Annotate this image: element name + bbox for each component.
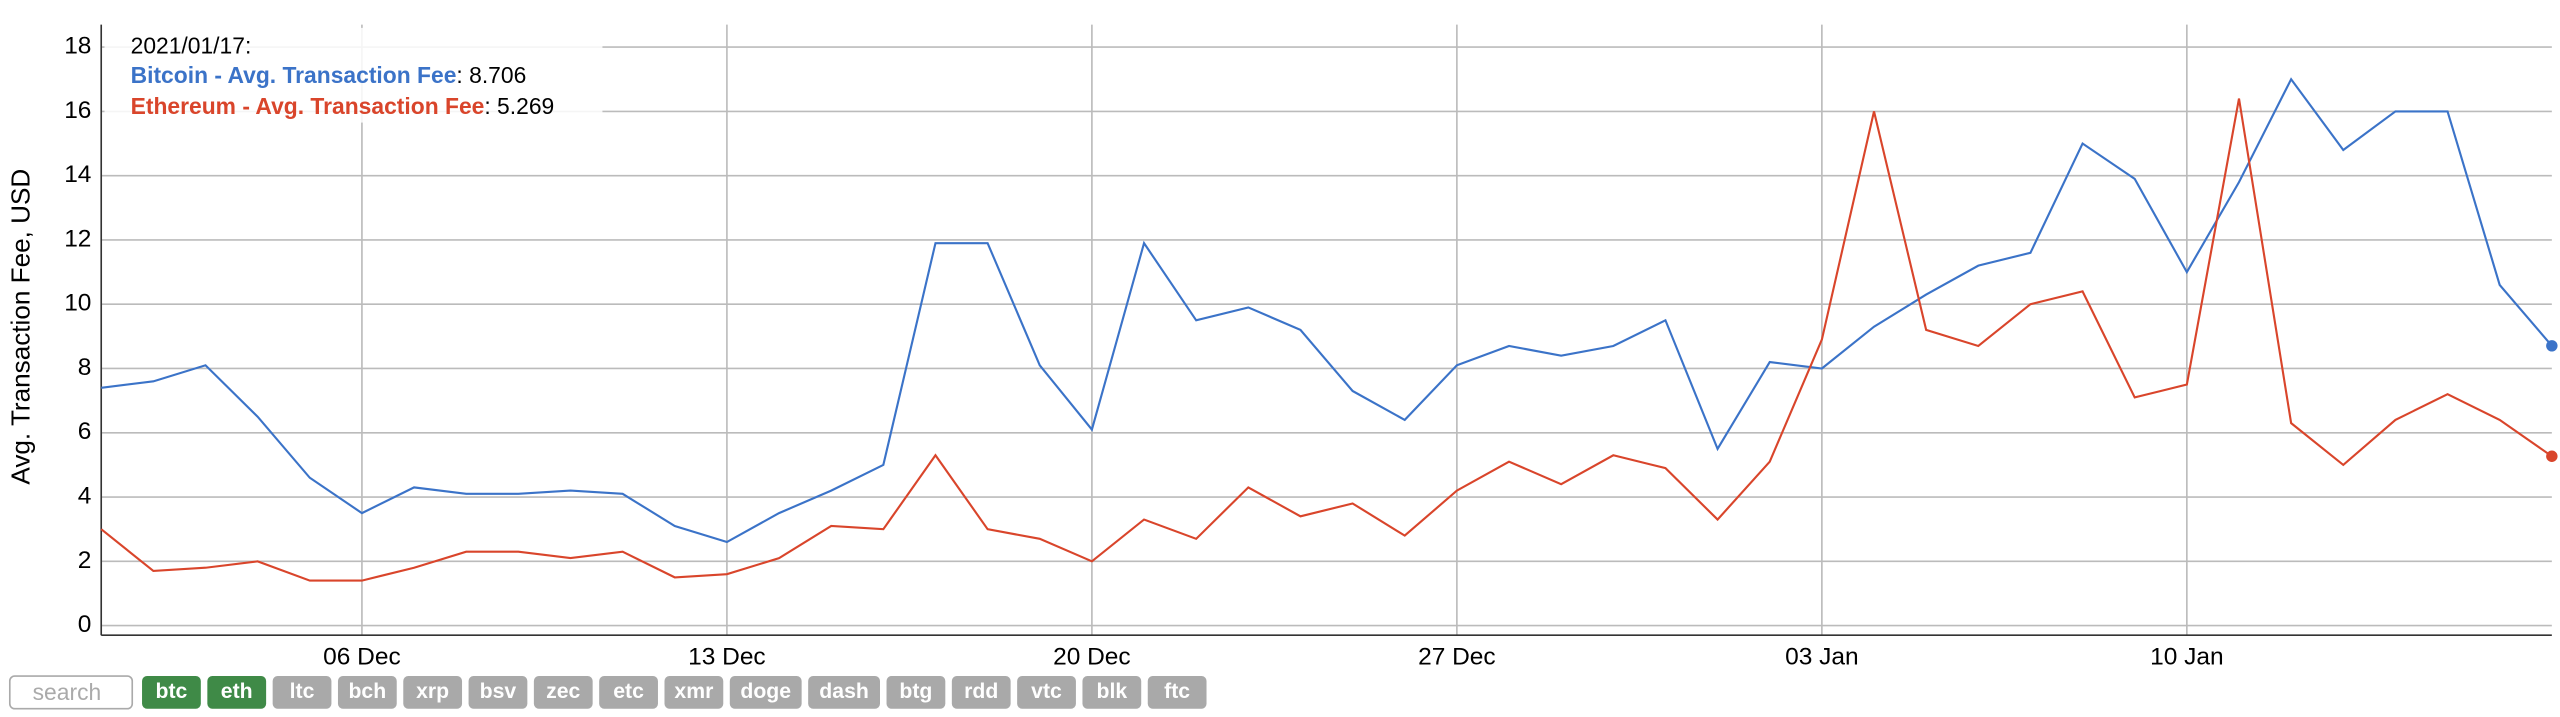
coin-button[interactable] [207, 676, 267, 709]
coin-button-label: doge [740, 680, 791, 703]
tooltip-value: 5.269 [497, 93, 554, 119]
search-box[interactable] [8, 675, 134, 710]
x-tick-label: 27 Dec [1418, 644, 1496, 671]
y-tick-label: 4 [78, 483, 92, 510]
y-tick-label: 2 [78, 547, 92, 574]
coin-button-label: zec [546, 680, 580, 703]
y-tick-label: 6 [78, 418, 92, 445]
coin-button-label: rdd [964, 680, 998, 703]
coin-button-label: btg [899, 680, 932, 703]
coin-button[interactable] [599, 676, 658, 709]
search-placeholder: search [33, 679, 102, 705]
coin-button-label: xmr [674, 680, 713, 703]
coin-button-label: ltc [290, 680, 315, 703]
coin-button[interactable] [533, 676, 593, 709]
x-tick-label: 20 Dec [1053, 644, 1131, 671]
coin-button[interactable] [1017, 676, 1076, 709]
tooltip-bg [104, 27, 603, 123]
hover-point [2546, 340, 2558, 352]
tooltip-series-name: Bitcoin - Avg. Transaction Fee [131, 62, 457, 88]
y-tick-label: 10 [64, 290, 91, 317]
coin-button[interactable] [272, 676, 332, 709]
coin-button[interactable] [403, 676, 463, 709]
coin-button-label: xrp [416, 680, 449, 703]
coin-button[interactable] [1147, 676, 1207, 709]
coin-button-label: etc [613, 680, 644, 703]
y-tick-label: 18 [64, 33, 91, 60]
coin-button[interactable] [337, 676, 397, 709]
coin-button-label: dash [819, 680, 869, 703]
coin-button[interactable] [1082, 676, 1142, 709]
tooltip-separator: : [456, 62, 469, 88]
coin-button-label: bch [348, 680, 386, 703]
coin-button-label: ftc [1164, 680, 1190, 703]
tooltip-series-name: Ethereum - Avg. Transaction Fee [131, 93, 485, 119]
coin-button[interactable] [729, 676, 802, 709]
coin-button[interactable] [142, 676, 201, 709]
coin-button-label: btc [156, 680, 188, 703]
coin-button[interactable] [468, 676, 528, 709]
coin-button[interactable] [808, 676, 880, 709]
y-tick-label: 8 [78, 354, 92, 381]
tooltip-row: Bitcoin - Avg. Transaction Fee: 8.706 [131, 62, 527, 88]
series-line [101, 77, 2553, 544]
tooltip-value: 8.706 [469, 62, 526, 88]
x-tick-label: 13 Dec [688, 644, 766, 671]
coin-button-label: eth [221, 680, 253, 703]
coin-button[interactable] [664, 676, 724, 709]
tooltip-row: Ethereum - Avg. Transaction Fee: 5.269 [131, 93, 555, 119]
coin-button-label: blk [1097, 680, 1128, 703]
y-axis-label: Avg. Transaction Fee, USD [6, 169, 36, 485]
coin-button-label: bsv [480, 680, 517, 703]
y-tick-label: 12 [64, 225, 91, 252]
coin-button-label: vtc [1031, 680, 1062, 703]
tooltip-date: 2021/01/17: [131, 33, 252, 59]
coin-button[interactable] [951, 676, 1011, 709]
x-tick-label: 03 Jan [1785, 644, 1858, 671]
x-tick-label: 06 Dec [323, 644, 401, 671]
hover-point [2546, 450, 2558, 462]
coin-button[interactable] [886, 676, 946, 709]
y-tick-label: 0 [78, 611, 92, 638]
series-line [100, 98, 2553, 582]
y-tick-label: 14 [64, 161, 91, 188]
y-tick-label: 16 [64, 97, 91, 124]
x-tick-label: 10 Jan [2150, 644, 2223, 671]
tooltip-separator: : [484, 93, 497, 119]
